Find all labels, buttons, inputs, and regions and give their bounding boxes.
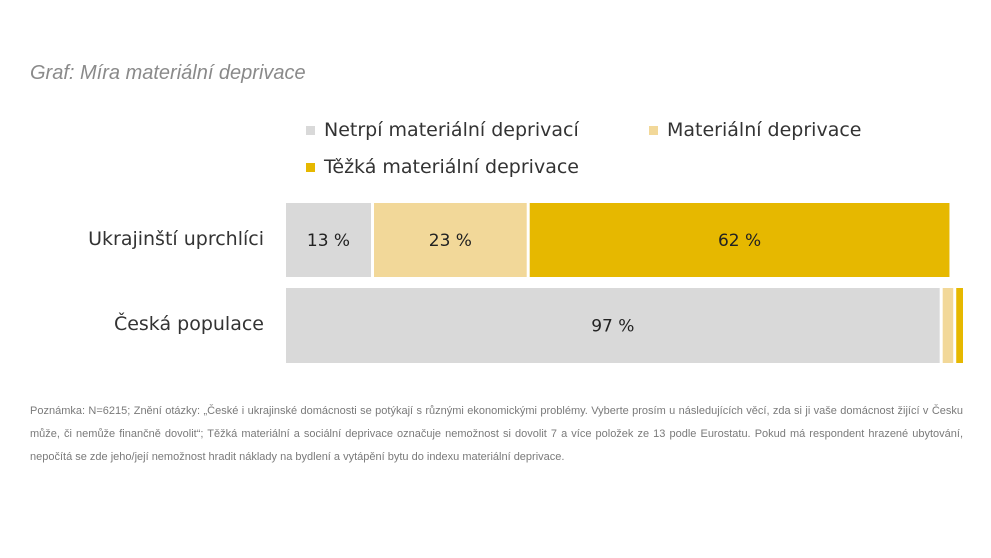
legend-swatch-deprivation bbox=[649, 125, 658, 135]
bar-segment-0-2 bbox=[529, 203, 950, 277]
legend-label-severe-deprivation: Těžká materiální deprivace bbox=[324, 156, 579, 178]
category-label-ukrainian-refugees: Ukrajinští uprchlíci bbox=[88, 228, 264, 250]
legend-item-severe-deprivation: Těžká materiální deprivace bbox=[306, 156, 579, 178]
bar-segment-1-0 bbox=[286, 288, 940, 363]
bar-segment-1-1 bbox=[942, 288, 954, 363]
legend-label-deprivation: Materiální deprivace bbox=[667, 119, 862, 141]
chart-title: Graf: Míra materiální deprivace bbox=[30, 62, 306, 84]
bar-segment-0-1 bbox=[374, 203, 527, 277]
bar-label-0-2: 62 % bbox=[718, 231, 761, 251]
legend-item-no-deprivation: Netrpí materiální deprivací bbox=[306, 119, 579, 141]
bar-label-0-0: 13 % bbox=[307, 231, 350, 251]
bar-segment-1-2 bbox=[956, 288, 963, 363]
category-label-czech-population: Česká populace bbox=[113, 313, 264, 335]
chart-note: Poznámka: N=6215; Znění otázky: „České i… bbox=[30, 405, 963, 463]
bar-label-1-0: 97 % bbox=[591, 317, 634, 337]
bar-label-0-1: 23 % bbox=[429, 231, 472, 251]
legend-item-deprivation: Materiální deprivace bbox=[649, 119, 861, 141]
stacked-bar-chart: 13 % 23 % 62 % 97 % bbox=[286, 203, 963, 363]
legend-swatch-severe-deprivation bbox=[306, 162, 315, 172]
bar-segment-0-0 bbox=[286, 203, 372, 277]
legend-label-no-deprivation: Netrpí materiální deprivací bbox=[324, 119, 579, 141]
legend-swatch-no-deprivation bbox=[306, 125, 315, 135]
